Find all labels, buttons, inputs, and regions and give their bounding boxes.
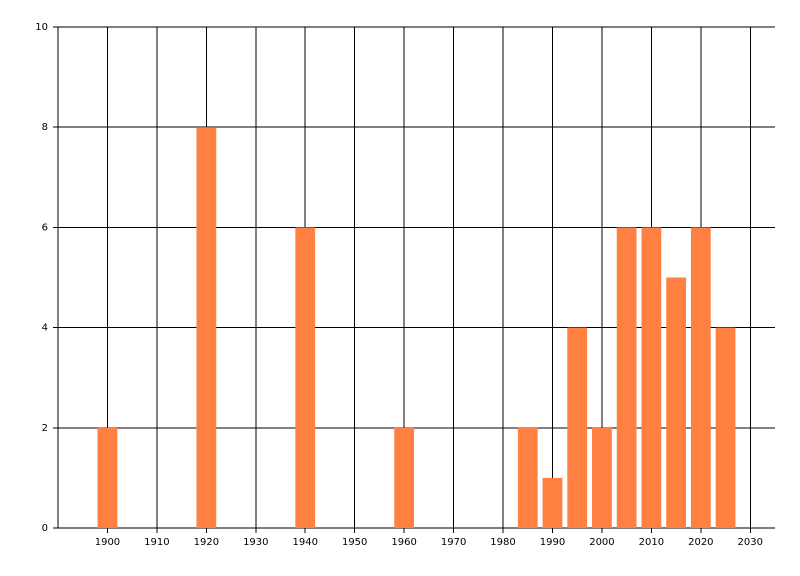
x-tick-label: 1900 xyxy=(95,537,120,548)
x-tick-label: 2020 xyxy=(688,537,713,548)
bar xyxy=(567,327,588,528)
y-tick-label: 6 xyxy=(42,222,48,233)
y-tick-label: 10 xyxy=(35,22,48,33)
bar xyxy=(295,227,316,528)
bar xyxy=(542,477,563,528)
x-tick-label: 2000 xyxy=(589,537,614,548)
x-tick-label: 1940 xyxy=(293,537,318,548)
y-tick-label: 2 xyxy=(42,423,48,434)
bar xyxy=(592,427,612,528)
bar xyxy=(97,427,118,528)
y-tick-label: 0 xyxy=(42,523,48,534)
x-tick-label: 2010 xyxy=(639,537,664,548)
bar xyxy=(690,227,711,528)
bar xyxy=(196,127,217,528)
bar xyxy=(616,227,637,528)
x-tick-label: 2030 xyxy=(738,537,763,548)
x-tick-label: 1930 xyxy=(243,537,268,548)
bar xyxy=(666,277,686,528)
x-tick-label: 1970 xyxy=(441,537,466,548)
bar xyxy=(641,227,662,528)
x-tick-label: 1990 xyxy=(540,537,565,548)
x-tick-label: 1980 xyxy=(490,537,515,548)
bar xyxy=(715,327,736,528)
x-tick-label: 1920 xyxy=(194,537,219,548)
bar xyxy=(517,427,538,528)
x-tick-label: 1910 xyxy=(144,537,169,548)
x-tick-label: 1960 xyxy=(391,537,416,548)
y-tick-label: 4 xyxy=(42,323,48,334)
y-tick-label: 8 xyxy=(42,122,48,133)
bar xyxy=(394,427,415,528)
x-tick-label: 1950 xyxy=(342,537,367,548)
